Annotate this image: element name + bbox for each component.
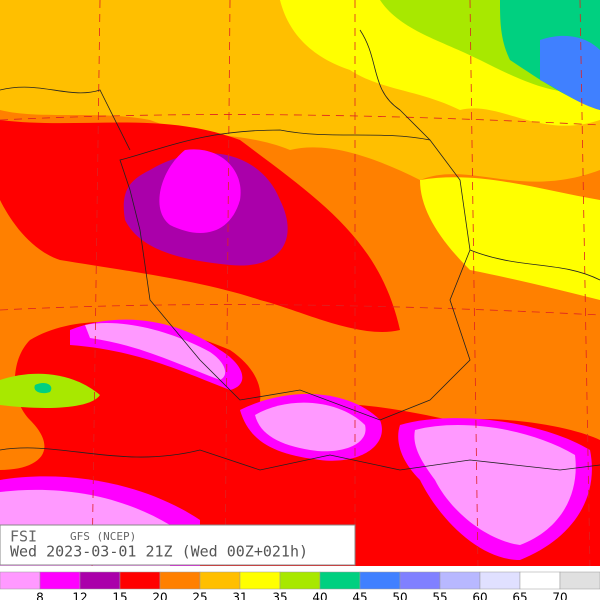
colorbar-label: 12 [72,591,87,601]
colorbar-segment [519,571,561,590]
colorbar-label: 65 [512,591,527,601]
colorbar-label: 55 [432,591,447,601]
colorbar-segment [399,571,441,590]
colorbar-label: 40 [312,591,327,601]
info-box-bg [0,524,356,566]
colorbar-label: 8 [36,591,44,601]
colorbar-segment [199,571,241,590]
info-box: FSI GFS (NCEP) Wed 2023-03-01 21Z (Wed 0… [0,524,356,566]
colorbar-segment [279,571,321,590]
colorbar-segment [39,571,81,590]
valid-time: Wed 2023-03-01 21Z (Wed 00Z+021h) [10,543,308,561]
colorbar-label: 50 [392,591,407,601]
colorbar-label: 60 [472,591,487,601]
colorbar-segment [0,571,41,590]
colorbar-segment [79,571,121,590]
colorbar-label: 70 [552,591,567,601]
colorbar: 8 12 15 20 25 31 35 40 45 50 55 60 65 70 [0,566,600,604]
colorbar-label: 31 [232,591,247,601]
colorbar-segment [559,571,600,590]
colorbar-segment [359,571,401,590]
product-label: FSI [10,528,37,546]
colorbar-label: 15 [112,591,127,601]
colorbar-label: 45 [352,591,367,601]
colorbar-label: 25 [192,591,207,601]
colorbar-segment [439,571,481,590]
colorbar-segment [119,571,161,590]
map-field [0,0,600,571]
colorbar-segment [239,571,281,590]
colorbar-label: 20 [152,591,167,601]
colorbar-segment [319,571,361,590]
model-label: GFS (NCEP) [70,530,136,543]
colorbar-segment [159,571,201,590]
colorbar-label: 35 [272,591,287,601]
colorbar-segment [479,571,521,590]
